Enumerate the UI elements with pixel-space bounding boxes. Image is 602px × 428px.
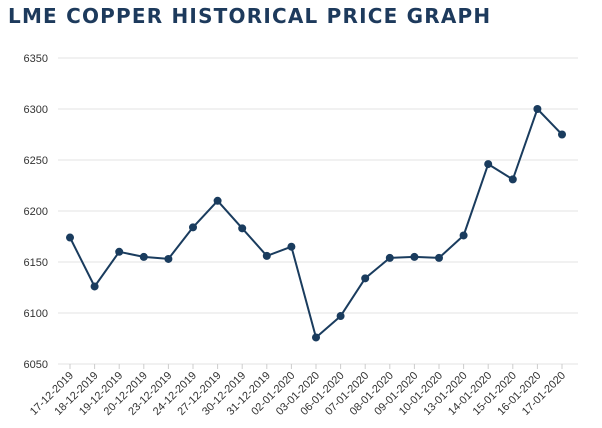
- data-point: [139, 252, 148, 261]
- y-tick-label: 6050: [24, 359, 48, 371]
- data-point: [189, 223, 197, 232]
- chart-title: LME COPPER HISTORICAL PRICE GRAPH: [8, 4, 492, 28]
- y-tick-label: 6200: [24, 206, 48, 218]
- data-point: [90, 282, 99, 291]
- data-point: [213, 196, 222, 205]
- data-point: [336, 312, 345, 321]
- data-point: [459, 231, 468, 240]
- series-line: [69, 108, 563, 339]
- y-tick-label: 6350: [24, 53, 48, 65]
- data-point: [238, 224, 247, 233]
- y-tick-label: 6150: [24, 257, 48, 269]
- data-point: [533, 105, 542, 113]
- data-point: [312, 333, 320, 342]
- data-point: [164, 254, 173, 263]
- data-point: [115, 247, 124, 256]
- data-point: [287, 242, 296, 251]
- data-point: [262, 251, 271, 260]
- data-point: [66, 233, 74, 242]
- data-point: [558, 130, 566, 139]
- y-tick-label: 6100: [24, 308, 48, 320]
- data-point: [484, 160, 493, 169]
- data-point: [508, 175, 517, 184]
- y-tick-label: 6250: [24, 155, 48, 167]
- y-tick-label: 6300: [24, 104, 48, 116]
- data-point: [361, 274, 370, 283]
- data-point: [410, 252, 419, 261]
- data-point: [385, 253, 394, 262]
- data-point: [435, 253, 443, 262]
